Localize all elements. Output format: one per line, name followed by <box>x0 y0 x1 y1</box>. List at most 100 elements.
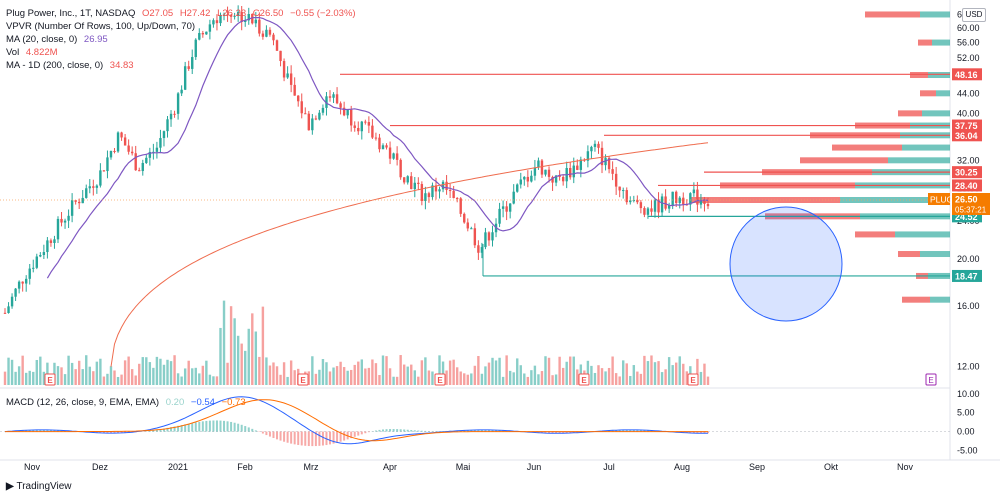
macd-histogram-bar <box>276 431 279 440</box>
candle-body <box>675 191 678 203</box>
volume-bar <box>148 362 152 385</box>
macd-histogram-bar <box>639 430 642 432</box>
price-tick-label: 20.00 <box>957 254 980 264</box>
macd-histogram-bar <box>544 431 547 434</box>
volume-bar <box>251 313 254 385</box>
candle-body <box>593 143 597 147</box>
macd-histogram-bar <box>551 431 554 434</box>
volume-bar <box>699 371 703 385</box>
currency-button[interactable]: USD <box>962 8 986 22</box>
macd-histogram-bar <box>21 430 24 432</box>
macd-histogram-bar <box>403 429 406 432</box>
volume-bar <box>516 358 519 385</box>
macd-histogram-bar <box>297 431 300 445</box>
vpvr-up-bar <box>932 39 950 46</box>
candle-body <box>300 101 303 114</box>
volume-bar <box>60 367 63 385</box>
macd-histogram-bar <box>283 431 286 442</box>
volume-bar <box>544 356 547 385</box>
macd-histogram-bar <box>268 431 271 437</box>
candle-body <box>632 199 636 201</box>
volume-bar <box>378 375 381 385</box>
volume-bar <box>508 370 512 385</box>
volume-bar <box>395 376 399 385</box>
volume-bar <box>191 368 194 385</box>
candle-body <box>572 165 575 178</box>
volume-bar <box>526 376 530 385</box>
volume-bar <box>42 371 46 385</box>
level-price-label: 24.52 <box>955 212 978 222</box>
volume-bar <box>646 361 650 385</box>
volume-bar <box>417 376 420 385</box>
volume-bar <box>374 363 378 385</box>
ma20-value: 26.95 <box>83 34 108 45</box>
candle-body <box>183 66 187 90</box>
candle-body <box>272 34 275 41</box>
macd-histogram-bar <box>537 431 540 433</box>
candle-body <box>569 168 572 178</box>
candle-body <box>629 200 632 203</box>
candle-body <box>544 169 547 175</box>
time-axis-label: Jul <box>603 462 615 472</box>
volume-bar <box>39 356 42 385</box>
candle-body <box>618 186 621 191</box>
macd-histogram-bar <box>396 429 399 432</box>
macd-histogram-bar <box>350 431 353 439</box>
price-tick-label: 52.00 <box>957 53 980 63</box>
vpvr-down-bar <box>902 296 930 303</box>
price-tick-label: 16.00 <box>957 301 980 311</box>
candle-body <box>561 176 565 182</box>
tv-logo-icon: ▶ <box>6 481 17 492</box>
candle-body <box>123 137 127 146</box>
macd-histogram-bar <box>685 431 688 433</box>
volume-bar <box>590 365 593 385</box>
vpvr-down-bar <box>865 11 920 18</box>
macd-histogram-bar <box>113 431 116 434</box>
macd-tick-label: -5.00 <box>957 445 978 455</box>
volume-bar <box>254 331 258 385</box>
macd-histogram-bar <box>540 431 543 433</box>
candle-body <box>106 157 109 172</box>
macd-histogram-bar <box>615 430 618 432</box>
volume-bar <box>706 376 710 385</box>
candle-body <box>512 191 515 204</box>
macd-histogram-bar <box>293 431 296 445</box>
candle-body <box>145 157 148 163</box>
volume-bar <box>406 366 409 385</box>
level-price-tag <box>952 129 982 142</box>
volume-bar <box>187 360 190 385</box>
volume-bar <box>275 366 279 385</box>
time-axis-label: Feb <box>237 462 253 472</box>
candle-body <box>166 119 169 132</box>
candle-body <box>625 190 628 203</box>
time-axis-label: Mai <box>456 462 471 472</box>
volume-bar <box>441 361 445 385</box>
macd-histogram-bar <box>632 429 635 432</box>
time-axis-label: Dez <box>92 462 109 472</box>
macd-histogram-bar <box>159 429 162 432</box>
macd-histogram-bar <box>191 423 194 432</box>
future-earnings-label: E <box>928 376 933 385</box>
candle-body <box>24 278 28 284</box>
volume-bar <box>279 374 282 385</box>
volume-bar <box>116 376 120 385</box>
candle-body <box>42 252 46 256</box>
volume-bar <box>35 359 38 385</box>
volume-bar <box>353 364 356 385</box>
volume-bar <box>286 376 289 385</box>
candle-body <box>678 197 681 203</box>
macd-histogram-bar <box>219 420 222 432</box>
volume-bar <box>7 357 10 385</box>
volume-bar <box>17 366 21 385</box>
candle-body <box>364 121 367 123</box>
macd-histogram-bar <box>205 420 208 432</box>
candle-body <box>576 165 579 170</box>
vpvr-down-bar <box>855 231 895 238</box>
macd-histogram-bar <box>194 422 197 432</box>
macd-histogram-bar <box>378 429 381 432</box>
macd-histogram-bar <box>42 429 45 432</box>
volume-bar <box>293 370 296 385</box>
volume-bar <box>95 361 99 385</box>
volume-bar <box>650 355 653 385</box>
